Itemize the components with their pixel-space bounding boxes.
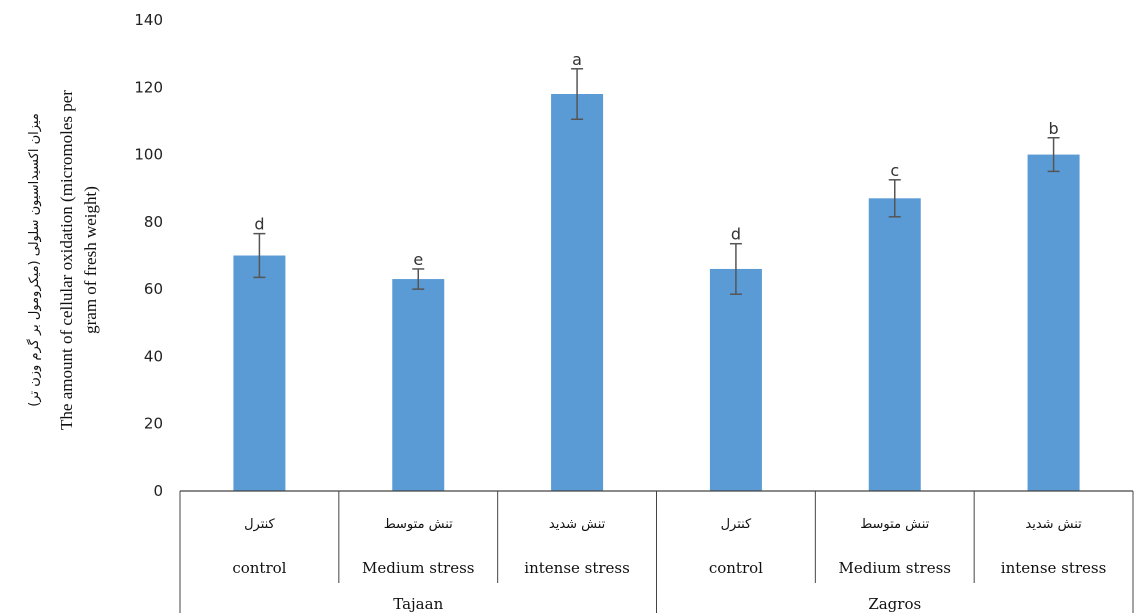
- error-bar: [571, 68, 584, 120]
- group-label: Tajaan: [393, 595, 443, 613]
- y-tick-label: 20: [144, 415, 163, 433]
- significance-letter: c: [890, 161, 899, 180]
- y-axis-label-english-line1: The amount of cellular oxidation (microm…: [57, 90, 76, 430]
- bar: [392, 279, 445, 491]
- category-label-persian: تنش شدید: [1025, 517, 1082, 532]
- error-bar: [888, 179, 901, 218]
- y-tick-label: 80: [144, 213, 163, 231]
- bar: [551, 94, 604, 491]
- category-label-english: control: [709, 559, 763, 577]
- y-axis-label-english-line2: gram of fresh weight): [81, 186, 100, 334]
- category-label-english: Medium stress: [839, 559, 951, 577]
- category-label-english: control: [232, 559, 286, 577]
- y-tick-label: 100: [134, 146, 163, 164]
- error-bars: [253, 68, 1060, 295]
- error-bar: [1047, 137, 1060, 173]
- significance-letter: a: [572, 50, 582, 69]
- significance-letter: b: [1049, 119, 1059, 138]
- category-label-english: intense stress: [1001, 559, 1107, 577]
- category-label-persian: کنترل: [721, 517, 752, 532]
- bar: [709, 268, 762, 491]
- bar: [868, 198, 921, 492]
- category-axis: [179, 490, 1134, 613]
- category-label-english: Medium stress: [362, 559, 474, 577]
- category-label-persian: تنش متوسط: [860, 517, 929, 532]
- y-tick-label: 60: [144, 280, 163, 298]
- bar: [1027, 154, 1080, 492]
- error-bar: [729, 242, 742, 295]
- significance-letter: e: [413, 250, 423, 269]
- y-tick-label: 40: [144, 347, 163, 365]
- y-axis-label-persian: میزان اکسیداسیون سلولی (میکرومول بر گرم …: [26, 113, 42, 407]
- significance-letter: d: [254, 215, 264, 234]
- error-bar: [253, 232, 266, 279]
- group-labels: Tajaan Zagros: [393, 595, 921, 613]
- category-labels: کنترل control تنش متوسط Medium stress تنش شد…: [232, 517, 1106, 577]
- group-label: Zagros: [868, 595, 921, 613]
- y-tick-label: 0: [153, 482, 163, 500]
- error-bar: [412, 268, 425, 290]
- y-axis-ticks: 0 20 40 60 80 100 120 140: [134, 11, 163, 500]
- category-label-persian: تنش شدید: [549, 517, 606, 532]
- bars: [233, 94, 1080, 492]
- category-label-persian: تنش متوسط: [384, 517, 453, 532]
- y-tick-label: 120: [134, 78, 163, 96]
- significance-letters: d e a d c b: [254, 50, 1058, 269]
- category-label-persian: کنترل: [244, 517, 275, 532]
- y-tick-label: 140: [134, 11, 163, 29]
- category-label-english: intense stress: [524, 559, 630, 577]
- significance-letter: d: [731, 225, 741, 244]
- bar: [233, 255, 286, 491]
- y-axis-label: میزان اکسیداسیون سلولی (میکرومول بر گرم …: [26, 90, 100, 430]
